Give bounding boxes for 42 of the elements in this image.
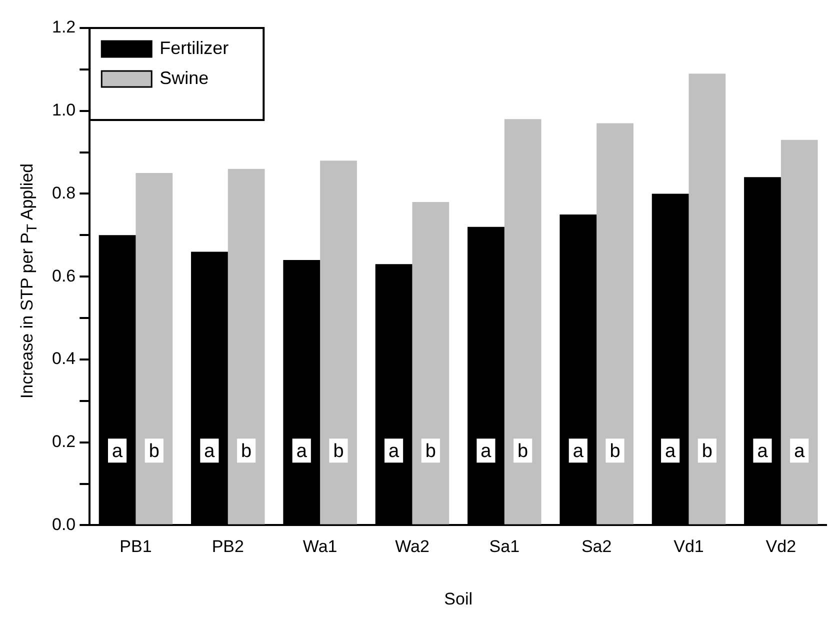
annotation: a	[388, 440, 400, 462]
y-tick-label: 1.2	[52, 18, 76, 37]
annotation: a	[757, 440, 768, 462]
x-tick-label: Wa2	[395, 537, 430, 556]
y-tick-label: 0.8	[52, 183, 76, 202]
y-tick-label: 0.0	[52, 514, 76, 534]
bar	[688, 74, 726, 524]
x-tick-label: PB1	[120, 537, 152, 556]
bar	[320, 160, 357, 524]
annotation: b	[425, 440, 436, 462]
legend-label: Swine	[160, 68, 209, 88]
x-tick-label: Vd1	[674, 537, 704, 556]
y-tick-label: 0.6	[52, 266, 76, 286]
annotation: a	[296, 440, 308, 462]
bar	[412, 202, 450, 524]
y-tick-label: 0.2	[52, 432, 76, 452]
bar	[136, 173, 173, 524]
legend-label: Fertilizer	[160, 38, 229, 58]
bar	[504, 119, 542, 524]
annotation: a	[204, 440, 216, 462]
x-tick-label: PB2	[212, 537, 244, 556]
bar	[228, 168, 265, 524]
x-tick-label: Wa1	[302, 537, 338, 556]
annotation: b	[518, 440, 528, 462]
bar	[780, 140, 818, 524]
x-tick-label: Sa2	[581, 537, 612, 556]
annotation: a	[794, 440, 806, 462]
annotation: a	[480, 440, 492, 462]
annotation: b	[333, 440, 344, 462]
y-tick-label: 1.0	[52, 100, 76, 120]
annotation: b	[148, 440, 160, 462]
annotation: b	[702, 440, 712, 462]
bar	[596, 123, 634, 524]
x-tick-label: Sa1	[489, 537, 520, 556]
annotation: a	[665, 440, 676, 462]
x-tick-label: Vd2	[766, 537, 796, 556]
annotation: a	[572, 440, 584, 462]
annotation: a	[112, 440, 123, 462]
y-tick-label: 0.4	[52, 349, 76, 368]
annotation: b	[241, 440, 252, 462]
x-axis-title: Soil	[444, 589, 472, 608]
annotation: b	[610, 440, 620, 462]
